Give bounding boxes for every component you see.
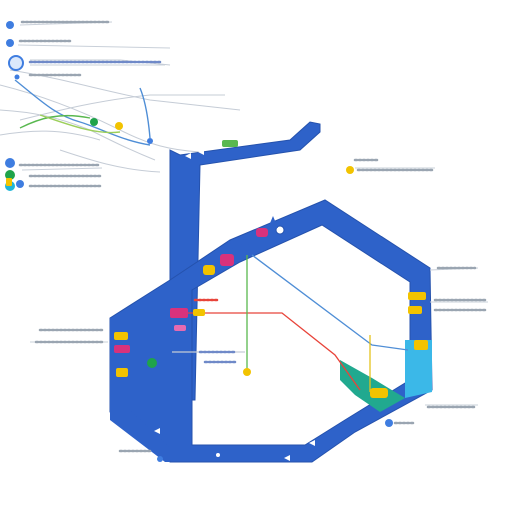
route-line-lime — [39, 114, 121, 134]
colored-branch-lines — [14, 79, 151, 146]
station-dot[interactable] — [115, 122, 123, 130]
transfer-marker-magenta[interactable] — [256, 228, 268, 237]
route-line-blue — [14, 79, 151, 146]
route-line-gray — [0, 130, 101, 141]
transfer-markers — [6, 140, 428, 398]
station-dot[interactable] — [385, 419, 393, 427]
direction-dot — [216, 453, 220, 457]
transfer-marker-yellow[interactable] — [203, 265, 215, 275]
transfer-marker-yellow[interactable] — [193, 309, 205, 316]
station-dot[interactable] — [243, 368, 251, 376]
spike-marker — [268, 216, 278, 228]
leader-line — [17, 44, 171, 49]
station-dot[interactable] — [147, 138, 153, 144]
station-dot[interactable] — [5, 158, 15, 168]
transfer-marker-yellow[interactable] — [6, 178, 12, 186]
direction-arrows — [154, 149, 315, 461]
route-line-blue-diagonal — [251, 254, 409, 351]
transfer-marker-yellow[interactable] — [414, 340, 428, 350]
transfer-marker-magenta[interactable] — [170, 308, 188, 318]
station-dots — [5, 21, 393, 462]
transfer-marker-yellow[interactable] — [408, 306, 422, 314]
station-dot[interactable] — [346, 166, 354, 174]
spike-markers — [225, 216, 278, 250]
station-dot[interactable] — [6, 39, 14, 47]
station-dot[interactable] — [6, 21, 14, 29]
station-dot-center[interactable] — [147, 358, 157, 368]
direction-arrow-icon — [198, 149, 204, 155]
station-dot-highlighted[interactable] — [8, 55, 24, 71]
transfer-marker-green[interactable] — [222, 140, 238, 147]
transfer-marker-yellow[interactable] — [408, 292, 426, 300]
hexagon-loop-route — [109, 199, 433, 463]
transfer-marker-pink[interactable] — [174, 325, 186, 331]
route-line-gray — [30, 59, 171, 66]
transfer-marker-yellow[interactable] — [114, 332, 128, 340]
route-line-gray — [19, 94, 225, 121]
station-dot[interactable] — [90, 118, 98, 126]
transfer-marker-magenta[interactable] — [220, 254, 234, 266]
station-dot[interactable] — [5, 170, 15, 180]
loop-left-edge — [110, 318, 170, 462]
station-dot[interactable] — [14, 74, 20, 80]
spike-marker — [225, 240, 233, 250]
route-line-green — [19, 114, 91, 129]
transfer-marker-yellow[interactable] — [116, 368, 128, 377]
station-dot[interactable] — [16, 180, 24, 188]
direction-arrow-icon — [309, 440, 315, 446]
background-route-lines — [0, 59, 241, 173]
transfer-marker-magenta[interactable] — [114, 345, 130, 353]
route-segment-cyan — [405, 340, 432, 398]
direction-arrow-icon — [185, 153, 191, 159]
direction-arrow-icon — [154, 428, 160, 434]
transfer-marker-yellow[interactable] — [370, 388, 388, 398]
route-segment-teal — [340, 360, 405, 412]
station-labels — [18, 20, 488, 453]
station-dot[interactable] — [157, 456, 163, 462]
route-line-blue-short — [139, 87, 151, 139]
route-line-gray — [0, 109, 156, 161]
spike-marker — [240, 236, 250, 248]
leader-line — [21, 167, 103, 171]
route-line-gray — [59, 149, 161, 173]
direction-arrow-icon — [284, 455, 290, 461]
route-line-red — [172, 312, 361, 391]
